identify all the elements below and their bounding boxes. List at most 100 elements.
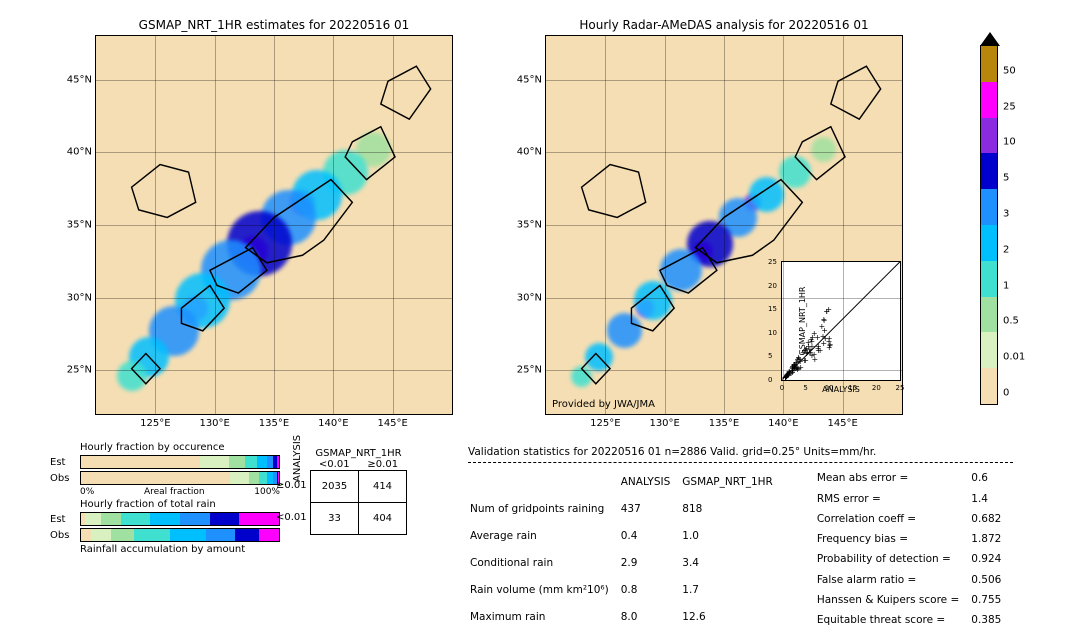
colorbar-over-triangle [980,32,1000,46]
stacked-bar [80,471,280,485]
scatter-ytick: 0 [768,376,772,384]
contingency-col-labels: <0.01≥0.01 [310,459,407,470]
bar-segment [91,529,111,541]
scatter-point: + [823,309,828,314]
bar-segment [239,513,279,525]
scatter-point: + [827,342,832,347]
bar-row-label: Est [50,457,80,468]
colorbar-tick: 0.5 [1003,316,1019,327]
colorbar-segment [981,225,997,261]
provided-by-label: Provided by JWA/JMA [552,399,655,410]
contingency-table: GSMAP_NRT_1HR<0.01≥0.01203541433404ANALY… [310,448,407,535]
colorbar-tick: 3 [1003,209,1009,220]
colorbar-segment [981,46,997,82]
bar-segment [245,456,257,468]
colorbar-segment [981,118,997,154]
bar-row: Est [50,455,280,469]
colorbar-segment [981,153,997,189]
colorbar-segment [981,297,997,333]
lon-tick: 145°E [827,418,857,429]
lat-tick: 30°N [517,292,542,303]
bar-segment [210,513,240,525]
scatter-inset: ANALYSIS GSMAP_NRT_1HR 05101520250510152… [781,261,901,381]
bar-segment [206,529,236,541]
stats-header: Validation statistics for 20220516 01 n=… [468,444,1013,463]
colorbar-segment [981,332,997,368]
scatter-xtick: 10 [825,384,834,392]
bar-scale: 0%Areal fraction100% [80,487,280,497]
scatter-xtick: 5 [803,384,807,392]
lon-tick: 140°E [768,418,798,429]
bar-segment [101,513,121,525]
bar-segment [249,472,259,484]
lon-tick: 135°E [259,418,289,429]
scatter-point: + [805,340,810,345]
left-map-panel: GSMAP_NRT_1HR estimates for 20220516 01 … [95,35,453,415]
contingency-cells: 203541433404 [310,470,407,535]
stats-comparison-table: ANALYSISGSMAP_NRT_1HRNum of gridpoints r… [468,467,785,631]
lon-tick: 130°E [199,418,229,429]
bar-segment [150,513,180,525]
scatter-xtick: 20 [872,384,881,392]
colorbar-tick: 1 [1003,280,1009,291]
bar-segment [257,456,267,468]
right-map-title: Hourly Radar-AMeDAS analysis for 2022051… [546,18,902,32]
scatter-point: + [809,353,814,358]
scatter-ytick: 25 [768,258,777,266]
colorbar-tick: 2 [1003,244,1009,255]
colorbar-tick: 0.01 [1003,352,1025,363]
left-map-title: GSMAP_NRT_1HR estimates for 20220516 01 [96,18,452,32]
stacked-bar [80,455,280,469]
lat-tick: 35°N [517,220,542,231]
bar-segment [111,529,135,541]
lat-tick: 40°N [67,147,92,158]
colorbar-tick: 10 [1003,137,1016,148]
lon-tick: 135°E [709,418,739,429]
scatter-point: + [795,355,800,360]
colorbar-tick: 0 [1003,388,1009,399]
bar-segment [200,456,230,468]
colorbar-segment [981,189,997,225]
bar-block-title: Hourly fraction of total rain [80,499,280,510]
bar-row-label: Obs [50,530,80,541]
bar-row: Est [50,512,280,526]
lat-tick: 25°N [67,365,92,376]
colorbar-segment [981,82,997,118]
scatter-point: + [797,365,802,370]
bar-segment [277,456,279,468]
lat-tick: 25°N [517,365,542,376]
scatter-ytick: 5 [768,352,772,360]
colorbar-tick: 5 [1003,173,1009,184]
scatter-ytick: 15 [768,305,777,313]
lon-tick: 130°E [649,418,679,429]
bar-block-title: Rainfall accumulation by amount [80,544,280,555]
lat-tick: 45°N [517,74,542,85]
colorbar-segment [981,261,997,297]
lon-tick: 140°E [318,418,348,429]
bar-segment [235,529,259,541]
contingency-col-header: GSMAP_NRT_1HR [310,448,407,459]
bar-segment [85,513,101,525]
bar-row-label: Est [50,514,80,525]
scatter-xtick: 25 [896,384,905,392]
scatter-point: + [811,331,816,336]
right-map-panel: Hourly Radar-AMeDAS analysis for 2022051… [545,35,903,415]
validation-stats: Validation statistics for 20220516 01 n=… [468,444,1013,631]
lon-tick: 125°E [140,418,170,429]
bar-segment [170,529,206,541]
scatter-xtick: 15 [848,384,857,392]
bar-segment [81,456,200,468]
bar-segment [229,456,245,468]
bar-segment [81,529,91,541]
bar-row: Obs [50,471,280,485]
bar-segment [134,529,170,541]
lat-tick: 45°N [67,74,92,85]
bar-segment [259,472,267,484]
bar-segment [81,472,230,484]
fraction-bars-section: Hourly fraction by occurenceEstObs0%Area… [50,440,280,555]
bar-segment [180,513,210,525]
bar-row-label: Obs [50,473,80,484]
scatter-point: + [802,358,807,363]
colorbar: 00.010.51235102550 [980,45,998,405]
lat-tick: 40°N [517,147,542,158]
